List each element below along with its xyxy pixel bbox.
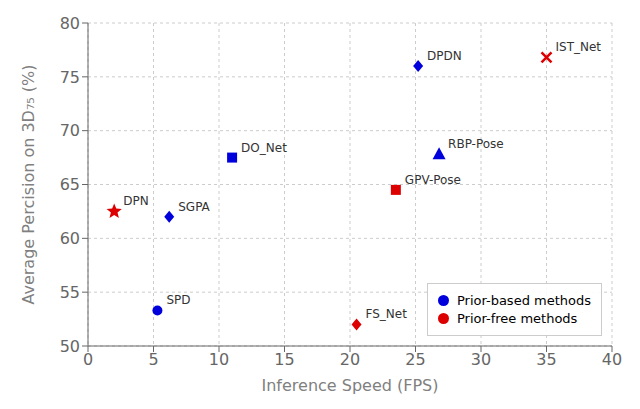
svg-text:80: 80 — [60, 14, 80, 33]
svg-text:40: 40 — [602, 350, 622, 369]
svg-text:20: 20 — [340, 350, 360, 369]
svg-text:35: 35 — [536, 350, 556, 369]
svg-text:5: 5 — [148, 350, 158, 369]
svg-text:0: 0 — [83, 350, 93, 369]
svg-text:DPN: DPN — [123, 194, 148, 208]
svg-text:RBP-Pose: RBP-Pose — [448, 137, 504, 151]
svg-text:Average Percision on 3D₇₅ (%): Average Percision on 3D₇₅ (%) — [19, 64, 38, 304]
html-text:Prior-based methods: Prior-based methods — [456, 293, 591, 308]
svg-text:SGPA: SGPA — [178, 200, 210, 214]
svg-text:25: 25 — [405, 350, 425, 369]
svg-text:FS_Net: FS_Net — [366, 307, 408, 321]
svg-text:65: 65 — [60, 175, 80, 194]
svg-text:SPD: SPD — [166, 293, 190, 307]
svg-text:15: 15 — [274, 350, 294, 369]
svg-text:55: 55 — [60, 283, 80, 302]
svg-text:30: 30 — [471, 350, 491, 369]
html-text:Prior-free methods: Prior-free methods — [456, 311, 578, 326]
svg-text:IST_Net: IST_Net — [556, 40, 602, 54]
svg-text:70: 70 — [60, 121, 80, 140]
svg-text:Inference Speed (FPS): Inference Speed (FPS) — [261, 376, 438, 395]
svg-text:75: 75 — [60, 68, 80, 87]
svg-text:GPV-Pose: GPV-Pose — [405, 173, 461, 187]
svg-text:DO_Net: DO_Net — [241, 141, 287, 155]
svg-text:10: 10 — [209, 350, 229, 369]
svg-text:DPDN: DPDN — [427, 49, 462, 63]
svg-text:50: 50 — [60, 337, 80, 356]
svg-text:60: 60 — [60, 229, 80, 248]
